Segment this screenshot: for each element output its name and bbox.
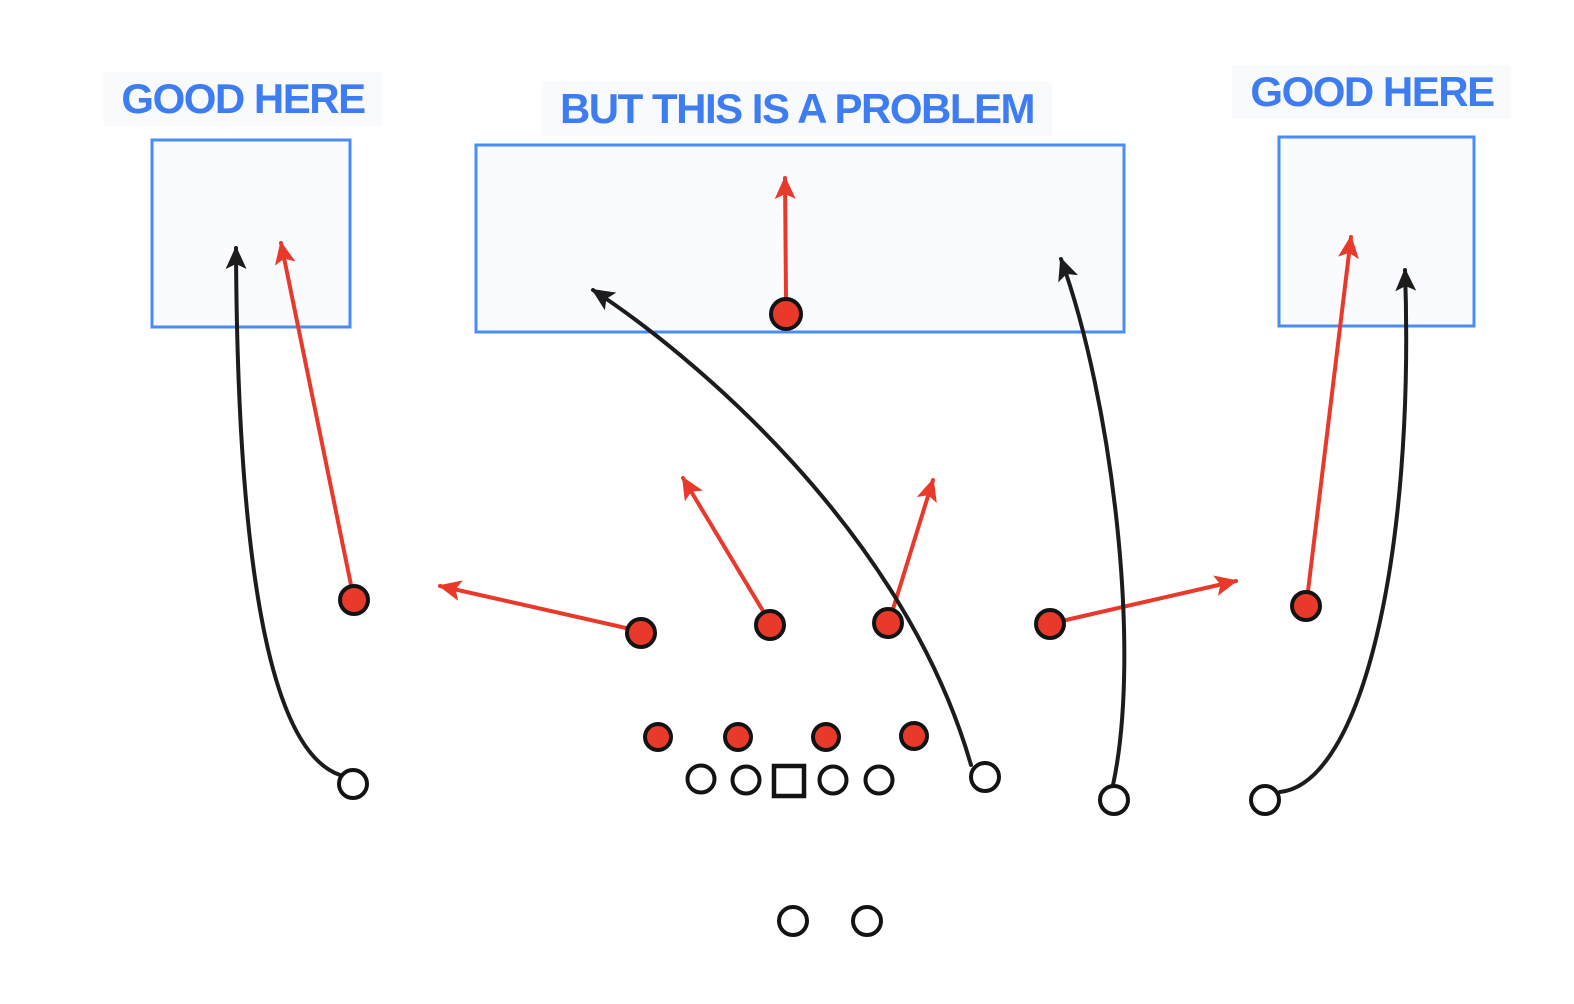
route-wr-left (225, 246, 342, 777)
defender-arrow-lb-right (1064, 575, 1238, 622)
zone-box-left (150, 138, 352, 329)
defender-arrow-lb-mid-left (681, 476, 765, 613)
defender-lb-mid-left (754, 609, 786, 641)
defender-arrow-safety-deep (774, 176, 796, 298)
zone-label-right: GOOD HERE (1232, 64, 1512, 120)
zone-box-right (1277, 135, 1476, 328)
defender-safety-deep (769, 297, 803, 331)
defender-lineman-dl-4 (899, 721, 929, 751)
running-back-1 (777, 905, 809, 937)
receiver-wr-left (337, 768, 369, 800)
defender-motion-arrows (274, 176, 1359, 630)
zone-box-middle (474, 143, 1126, 334)
offense-lineman-ol-2 (730, 764, 762, 796)
offense-lineman-ol-1 (685, 763, 717, 795)
defender-corner-right (1290, 590, 1322, 622)
route-slot-right (1058, 257, 1127, 787)
running-back-2 (851, 905, 883, 937)
zone-label-middle: BUT THIS IS A PROBLEM (541, 81, 1053, 137)
defender-lb-right (1034, 608, 1066, 640)
offense-center-square (771, 763, 807, 799)
defender-arrow-corner-left (274, 241, 353, 587)
coverage-zones (150, 135, 1476, 334)
defender-lineman-dl-3 (811, 722, 841, 752)
receiver-wr-right (1249, 784, 1281, 816)
offense-lineman-ol-3 (817, 764, 849, 796)
defender-arrow-lb-mid-right (891, 478, 937, 611)
receiver-routes (225, 246, 1417, 794)
defender-lb-left (625, 617, 657, 649)
defender-arrow-corner-right (1306, 235, 1359, 593)
offense-lineman-ol-4 (863, 764, 895, 796)
receiver-te-right (969, 761, 1001, 793)
route-te-right (591, 288, 973, 767)
zone-label-left: GOOD HERE (103, 71, 383, 127)
route-wr-right (1278, 268, 1417, 794)
defender-lb-mid-right (872, 607, 904, 639)
receiver-slot-right (1098, 784, 1130, 816)
defender-lineman-dl-1 (643, 722, 673, 752)
defender-arrow-lb-left (438, 580, 628, 630)
defender-corner-left (338, 584, 370, 616)
players (337, 297, 1322, 937)
defender-lineman-dl-2 (723, 722, 753, 752)
